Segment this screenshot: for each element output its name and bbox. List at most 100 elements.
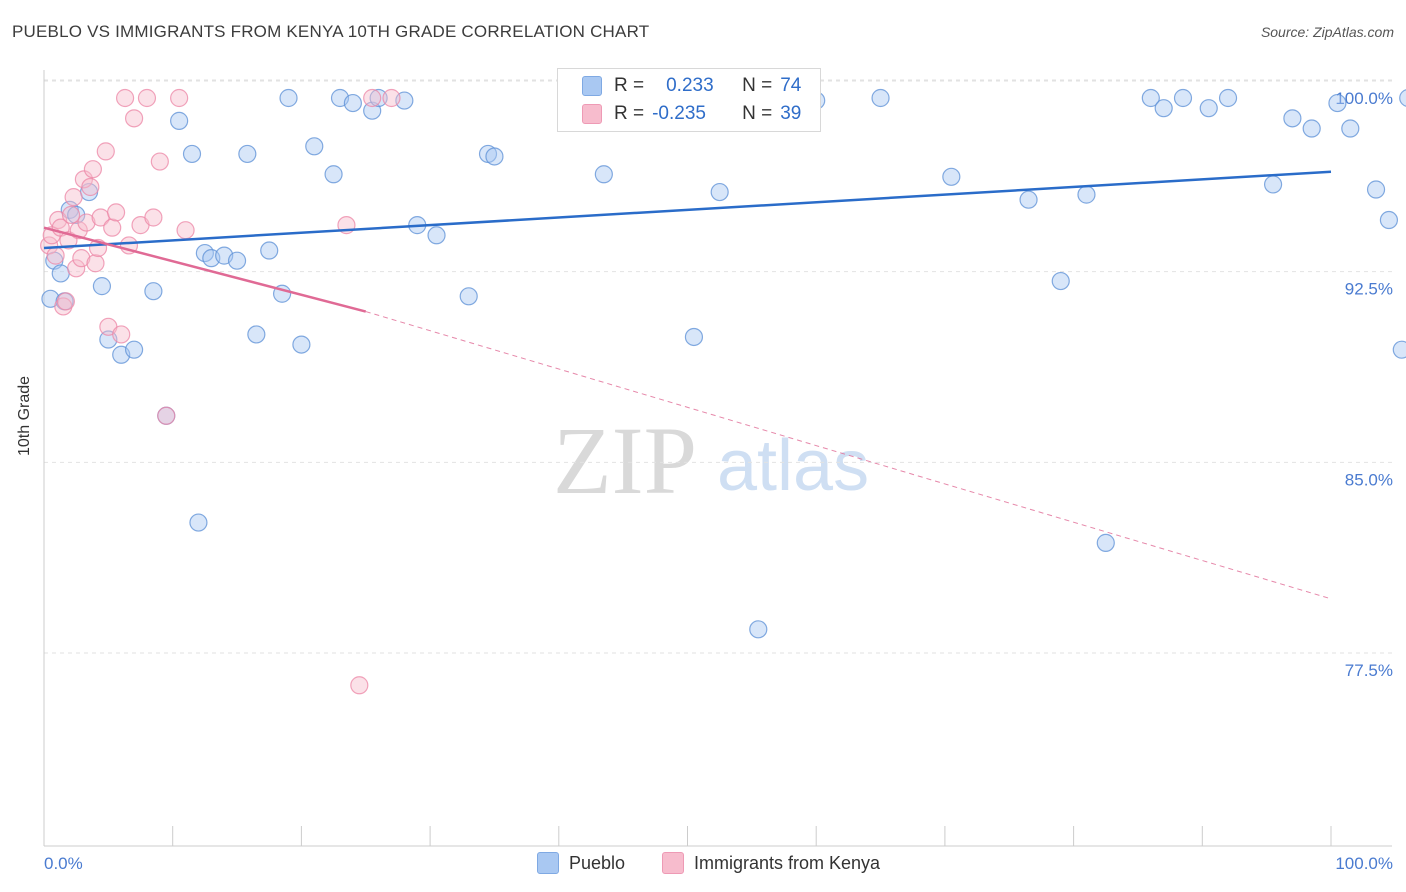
data-point [305,137,324,156]
correlation-legend: R = 0.233 N = 74 R = -0.235 N = 39 [557,68,821,132]
legend-r-value: -0.235 [652,103,706,124]
kenya-points [40,88,401,695]
data-point [1051,271,1070,291]
data-point [382,88,401,108]
legend-n-value: 39 [780,103,802,124]
data-point [144,282,163,301]
y-tick-label: 85.0% [1345,470,1393,489]
legend-swatch-pueblo [582,76,602,96]
bottom-legend-kenya: Immigrants from Kenya [662,852,880,874]
data-point [182,144,202,164]
data-point [684,327,704,347]
legend-row-kenya: R = -0.235 N = 39 [582,102,801,126]
data-point [1328,93,1347,113]
data-point [1392,340,1406,359]
legend-row-pueblo: R = 0.233 N = 74 [582,74,801,98]
kenya-trend-extension [365,311,1332,600]
chart-source: Source: ZipAtlas.com [1260,24,1394,40]
data-point [594,165,613,184]
data-point [54,297,73,316]
data-point [170,88,189,108]
legend-n-label: N = [742,103,773,124]
x-tick-label-max: 100.0% [1335,854,1393,873]
data-point [1096,533,1115,552]
axes [43,70,1392,847]
legend-n-value: 74 [780,75,802,96]
data-point [1263,175,1283,194]
pueblo-points [41,88,1406,639]
data-point [103,218,122,237]
chart-title: PUEBLO VS IMMIGRANTS FROM KENYA 10TH GRA… [12,22,650,41]
y-tick-label: 77.5% [1345,661,1393,680]
bottom-legend-swatch-pueblo [537,852,559,874]
data-point [61,205,81,225]
data-point [112,325,131,344]
data-point [83,160,103,179]
data-point [1218,88,1238,108]
data-point [1341,119,1360,138]
data-point [292,335,311,354]
data-point [106,203,126,222]
data-point [238,144,257,164]
data-point [227,251,247,270]
data-point [324,165,343,184]
data-point [56,292,75,311]
data-point [67,259,86,278]
data-point [363,88,382,108]
data-point [46,246,65,265]
data-point [1366,180,1386,199]
data-point [1302,119,1321,138]
data-point [92,277,112,296]
x-tick-label-min: 0.0% [44,854,83,873]
legend-r-label: R = [614,103,645,124]
data-point [72,249,91,268]
bottom-legend-label-pueblo: Pueblo [569,852,626,873]
data-point [260,241,279,260]
data-point [427,226,446,245]
data-point [749,620,768,639]
y-axis-label: 10th Grade [16,375,33,456]
y-tick-labels: 77.5% 85.0% 92.5% 100.0% [1335,89,1393,680]
data-point [1399,89,1406,107]
kenya-trend-line [43,226,367,313]
data-point [115,88,135,108]
data-point [124,340,144,359]
data-point [1283,109,1302,128]
data-point [81,177,100,197]
data-point [1019,190,1038,209]
data-point [1141,88,1160,108]
data-point [150,152,169,171]
data-point [1199,99,1218,118]
data-point [86,254,105,273]
data-point [67,205,86,225]
legend-r-value: 0.233 [666,75,714,96]
legend-n-label: N = [742,75,773,96]
data-point [369,88,388,108]
data-point [1379,210,1399,230]
data-point [1077,185,1096,204]
y-tick-label: 100.0% [1335,89,1393,108]
data-point [459,287,478,306]
data-point [942,167,961,186]
legend-r-label: R = [614,75,645,96]
trend-lines [43,170,1332,600]
data-point [176,221,195,240]
legend-swatch-kenya [582,104,602,124]
watermark: ZIP atlas [553,407,869,514]
data-point [279,88,298,108]
data-point [485,147,504,166]
data-point [137,88,157,108]
y-tick-label: 92.5% [1345,280,1393,299]
data-point [343,93,362,113]
data-point [157,406,176,425]
data-point [710,182,729,202]
watermark-atlas: atlas [717,426,869,506]
pueblo-trend-line [43,170,1332,250]
data-point [64,188,83,207]
bottom-legend-label-kenya: Immigrants from Kenya [694,852,881,873]
gridlines [44,79,1392,654]
data-point [871,88,890,108]
data-point [74,170,93,189]
data-point [247,325,266,344]
